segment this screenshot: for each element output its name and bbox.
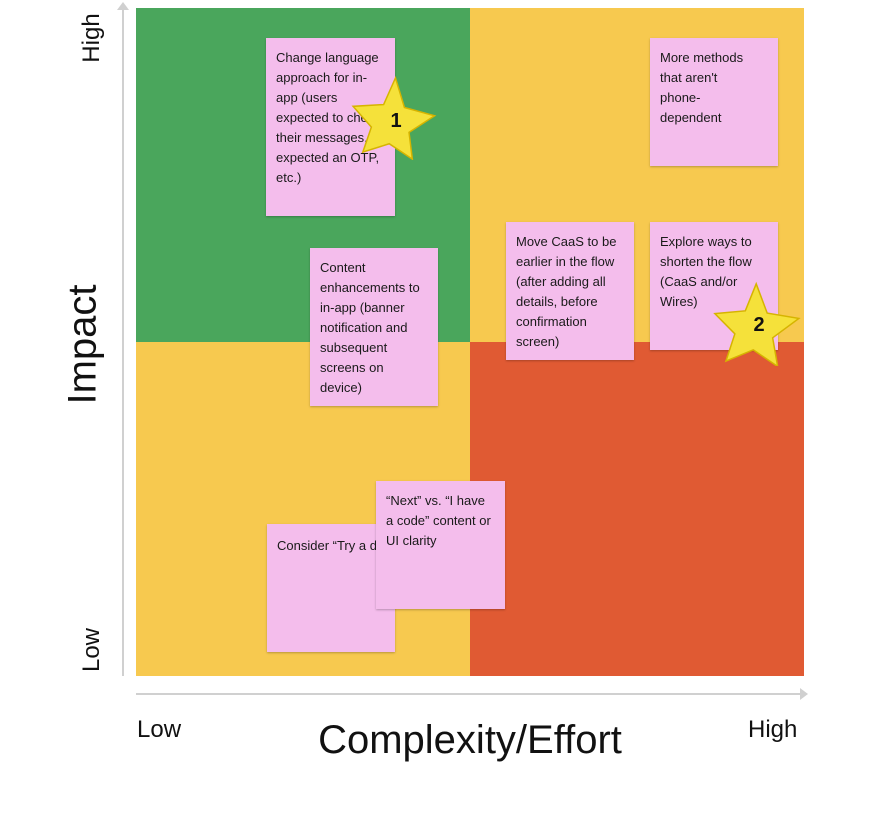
x-axis-high-label: High [748,716,798,743]
sticky-note[interactable]: Content enhancements to in-app (banner n… [310,248,438,406]
sticky-note[interactable]: More methods that aren't phone-dependent [650,38,778,166]
x-axis-line [136,693,804,695]
sticky-note[interactable]: “Next” vs. “I have a code” content or UI… [376,481,505,609]
y-axis-high-label: High [78,13,105,63]
quadrant-low-impact-high-effort [470,342,804,676]
sticky-note[interactable]: Change language approach for in-app (use… [266,38,395,216]
y-axis-title: Impact [60,284,105,405]
sticky-note[interactable]: Move CaaS to be earlier in the flow (aft… [506,222,634,360]
x-axis-low-label: Low [137,716,182,743]
y-axis-line [122,8,124,676]
y-axis-low-label: Low [78,627,105,673]
star-icon: 1 [351,75,437,160]
y-axis-arrowhead [117,2,129,10]
star-label: 1 [390,110,401,132]
x-axis-arrowhead [800,688,808,700]
sticky-note[interactable]: Consider “Try a different method” conten… [267,524,395,652]
star-label: 2 [753,314,764,336]
x-axis-title: Complexity/Effort [318,718,622,762]
star-icon: 2 [713,281,801,366]
